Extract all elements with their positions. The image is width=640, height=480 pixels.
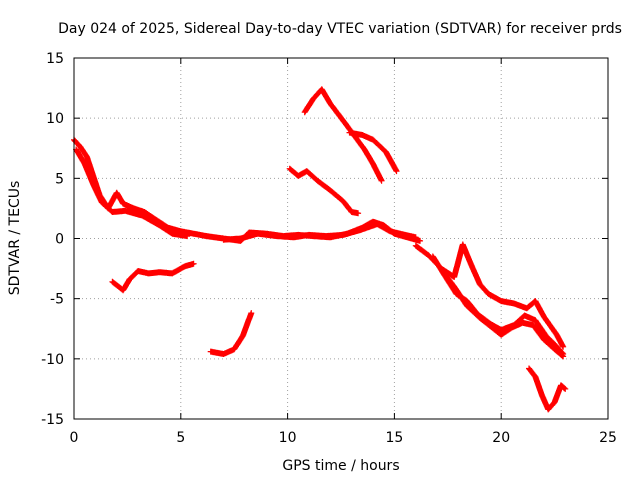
y-tick-label: -15 (41, 412, 64, 428)
axes: 0 5 10 15 20 25 -15 -10 -5 0 5 10 15 (41, 51, 617, 446)
x-tick-label: 20 (492, 430, 510, 446)
y-tick-label: 5 (55, 171, 64, 187)
series-markers (73, 146, 191, 240)
x-tick-label: 5 (176, 430, 185, 446)
y-tick-label: 15 (46, 51, 64, 67)
y-tick-label: -5 (50, 292, 64, 308)
series-track-4 (220, 221, 419, 243)
series-markers (438, 266, 567, 360)
series-markers (286, 165, 362, 217)
chart-title: Day 024 of 2025, Sidereal Day-to-day VTE… (58, 21, 622, 37)
data-layer (71, 86, 569, 413)
x-tick-label: 0 (70, 430, 79, 446)
x-tick-label: 25 (599, 430, 617, 446)
x-axis-label: GPS time / hours (282, 458, 399, 474)
series-track-8 (109, 260, 197, 294)
series-markers (301, 86, 385, 184)
series-markers (220, 221, 419, 243)
x-tick-label: 10 (279, 430, 297, 446)
series-markers (109, 260, 197, 294)
series-markers (526, 365, 569, 413)
y-axis-label: SDTVAR / TECUs (7, 181, 23, 296)
y-tick-label: -10 (41, 352, 64, 368)
series-track-12 (286, 165, 362, 217)
series-track-10 (301, 86, 385, 184)
series-markers (346, 129, 400, 175)
x-tick-label: 15 (385, 430, 403, 446)
series-track-9 (207, 310, 255, 357)
y-tick-label: 0 (55, 232, 64, 248)
series-track-13 (526, 365, 569, 413)
series-track-11 (346, 129, 400, 175)
series-track-7 (438, 266, 567, 360)
grid (74, 58, 608, 419)
series-markers (207, 310, 255, 357)
y-tick-label: 10 (46, 111, 64, 127)
series-track-2 (73, 146, 191, 240)
